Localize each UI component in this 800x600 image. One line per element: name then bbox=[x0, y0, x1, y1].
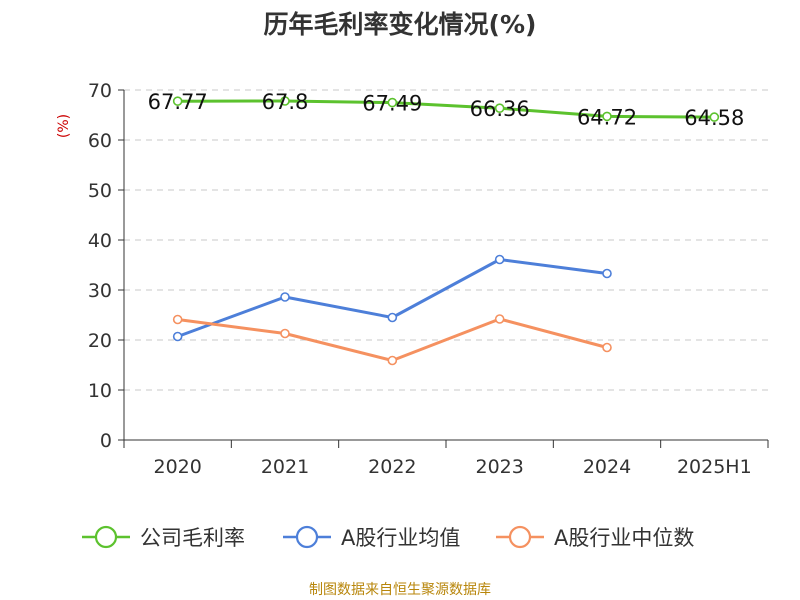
data-label: 67.49 bbox=[362, 92, 422, 116]
source-note: 制图数据来自恒生聚源数据库 bbox=[309, 582, 491, 598]
legend-swatch-marker bbox=[94, 525, 118, 549]
series-line-0 bbox=[177, 99, 715, 119]
data-point bbox=[494, 254, 505, 265]
data-point bbox=[387, 97, 398, 108]
x-tick-label: 2025H1 bbox=[677, 456, 752, 478]
data-point bbox=[387, 355, 398, 366]
y-tick-label: 60 bbox=[88, 130, 112, 152]
data-point bbox=[172, 331, 183, 342]
data-point bbox=[602, 268, 612, 279]
y-tick-label: 10 bbox=[88, 380, 112, 402]
x-tick-label: 2021 bbox=[261, 456, 309, 478]
data-point bbox=[280, 292, 290, 302]
y-tick-label: 70 bbox=[88, 80, 112, 102]
data-point bbox=[494, 314, 505, 324]
legend-swatch-marker bbox=[295, 525, 319, 549]
legend-label: A股行业均值 bbox=[341, 526, 460, 550]
data-point bbox=[280, 96, 290, 106]
data-label: 67.77 bbox=[148, 90, 208, 114]
legend: 公司毛利率 A股行业均值 A股行业中位数 bbox=[82, 525, 694, 550]
data-point bbox=[494, 103, 505, 113]
data-label: 66.36 bbox=[470, 97, 530, 121]
y-axis-label: (%) bbox=[56, 114, 72, 138]
x-tick-label: 2023 bbox=[475, 456, 523, 478]
data-point bbox=[172, 96, 183, 106]
axes: 0 10 20 30 40 50 60 70 2020 2021 2022 2023 2024 2025H… bbox=[88, 80, 769, 478]
data-label: 64.72 bbox=[577, 105, 637, 129]
data-labels: 67.77 67.8 67.49 66.36 64.72 64.58 bbox=[148, 90, 745, 130]
x-tick-label: 2020 bbox=[153, 456, 201, 478]
series-lines bbox=[172, 96, 720, 366]
data-point bbox=[709, 112, 720, 122]
y-tick-label: 0 bbox=[100, 430, 112, 452]
legend-swatch-marker bbox=[508, 525, 532, 549]
y-tick-label: 50 bbox=[88, 180, 112, 202]
y-tick-label: 20 bbox=[88, 330, 112, 352]
data-point bbox=[602, 342, 612, 353]
data-label: 67.8 bbox=[262, 90, 309, 114]
x-tick-label: 2024 bbox=[583, 456, 631, 478]
y-tick-label: 40 bbox=[88, 230, 112, 252]
legend-label: 公司毛利率 bbox=[140, 526, 245, 550]
grid-lines bbox=[124, 89, 768, 391]
data-point bbox=[602, 111, 612, 122]
data-label: 64.58 bbox=[684, 106, 744, 130]
series-line-1 bbox=[177, 258, 608, 338]
data-point bbox=[387, 312, 398, 323]
y-tick-label: 30 bbox=[88, 280, 112, 302]
legend-label: A股行业中位数 bbox=[554, 526, 694, 550]
data-point bbox=[280, 328, 290, 339]
x-tick-label: 2022 bbox=[368, 456, 416, 478]
chart-title: 历年毛利率变化情况(%) bbox=[264, 10, 537, 39]
data-point bbox=[172, 314, 183, 325]
